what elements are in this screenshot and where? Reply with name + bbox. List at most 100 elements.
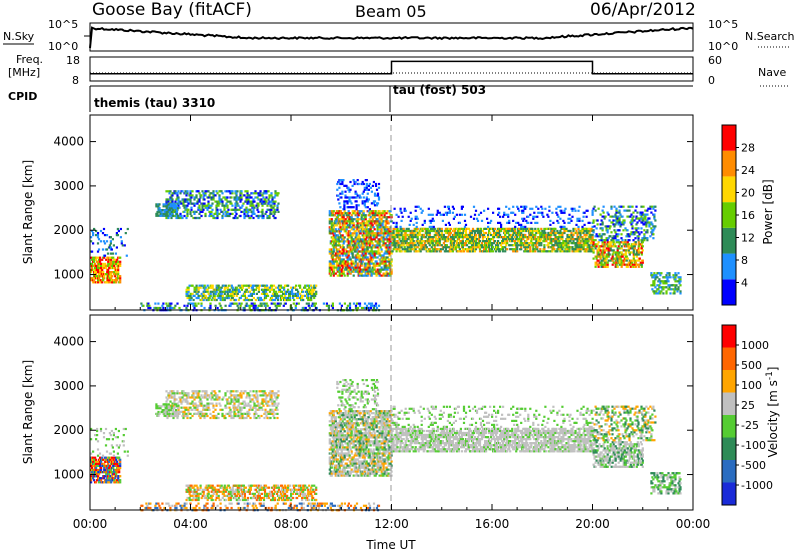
echo-cell (236, 202, 239, 205)
echo-cell (522, 229, 525, 233)
echo-cell (371, 304, 375, 307)
echo-cell (452, 238, 455, 241)
echo-cell (540, 236, 543, 239)
echo-cell (435, 250, 438, 253)
echo-cell (197, 190, 200, 193)
echo-cell (220, 286, 223, 289)
echo-cell (387, 274, 390, 277)
echo-cell (371, 218, 374, 221)
echo-cell (263, 302, 266, 305)
echo-cell (240, 288, 243, 291)
echo-cell (527, 215, 530, 218)
echo-cell (612, 219, 615, 222)
echo-cell (120, 240, 123, 243)
echo-cell (343, 252, 346, 255)
echo-cell (365, 182, 368, 186)
echo-cell (220, 198, 223, 201)
echo-cell (545, 233, 548, 237)
echo-cell (492, 211, 495, 214)
echo-cell (254, 190, 257, 193)
echo-cell (365, 179, 368, 182)
noise-panel-frame (89, 22, 694, 52)
echo-cell (378, 222, 381, 225)
echo-cell (395, 213, 398, 216)
echo-cell (240, 198, 243, 201)
echo-cell (527, 238, 530, 241)
echo-cell (419, 207, 422, 210)
echo-cell (422, 240, 425, 243)
echo-cell (352, 228, 355, 231)
echo-cell (350, 266, 353, 269)
echo-cell (263, 288, 267, 291)
echo-cell (401, 215, 404, 218)
echo-cell (103, 256, 106, 259)
echo-cell (452, 227, 455, 230)
echo-cell (386, 256, 389, 259)
echo-cell (353, 182, 356, 186)
echo-cell (594, 239, 597, 242)
echo-cell (219, 298, 222, 302)
echo-cell (274, 210, 277, 213)
echo-cell (348, 256, 351, 259)
echo-cell (571, 246, 574, 249)
echo-cell (562, 242, 565, 245)
echo-cell (195, 210, 198, 213)
echo-cell (385, 236, 388, 239)
echo-cell (365, 234, 368, 237)
echo-cell (117, 260, 120, 263)
echo-cell (231, 192, 234, 195)
echo-cell (571, 236, 574, 239)
echo-cell (610, 231, 613, 234)
echo-cell (582, 231, 585, 235)
echo-cell (119, 256, 122, 259)
echo-cell (101, 248, 105, 251)
echo-cell (623, 263, 626, 266)
echo-cell (356, 258, 359, 261)
echo-cell (503, 211, 506, 214)
echo-cell (606, 261, 609, 264)
echo-cell (170, 216, 173, 220)
echo-cell (125, 254, 128, 257)
echo-cell (384, 262, 387, 265)
echo-cell (512, 219, 515, 222)
echo-cell (251, 212, 254, 215)
echo-cell (158, 203, 161, 206)
echo-cell (615, 255, 618, 258)
echo-cell (244, 298, 247, 302)
echo-cell (99, 258, 102, 261)
echo-cell (361, 238, 364, 241)
echo-cell (215, 298, 218, 302)
echo-cell (218, 286, 221, 289)
echo-cell (291, 292, 294, 295)
echo-cell (370, 238, 373, 241)
echo-cell (335, 260, 338, 263)
echo-cell (215, 290, 218, 293)
echo-cell (235, 194, 238, 197)
echo-cell (591, 236, 594, 239)
echo-cell (615, 233, 618, 236)
echo-cell (165, 212, 168, 215)
echo-cell (246, 212, 249, 215)
echo-cell (171, 200, 174, 203)
echo-cell (526, 248, 529, 251)
echo-cell (268, 286, 272, 289)
echo-cell (192, 302, 195, 305)
echo-cell (352, 222, 355, 225)
echo-cell (399, 209, 402, 212)
echo-cell (342, 212, 345, 215)
echo-cell (461, 248, 464, 251)
echo-cell (267, 190, 270, 193)
echo-cell (610, 245, 613, 248)
echo-cell (632, 249, 635, 252)
echo-cell (312, 290, 315, 293)
echo-cell (593, 225, 596, 228)
echo-cell (468, 236, 472, 239)
echo-cell (365, 244, 368, 247)
echo-cell (488, 246, 491, 249)
echo-cell (123, 244, 126, 247)
echo-cell (205, 206, 208, 209)
echo-cell (90, 236, 93, 239)
echo-cell (276, 206, 279, 209)
echo-cell (637, 253, 640, 256)
noise-right-label: N.Search (745, 30, 795, 43)
